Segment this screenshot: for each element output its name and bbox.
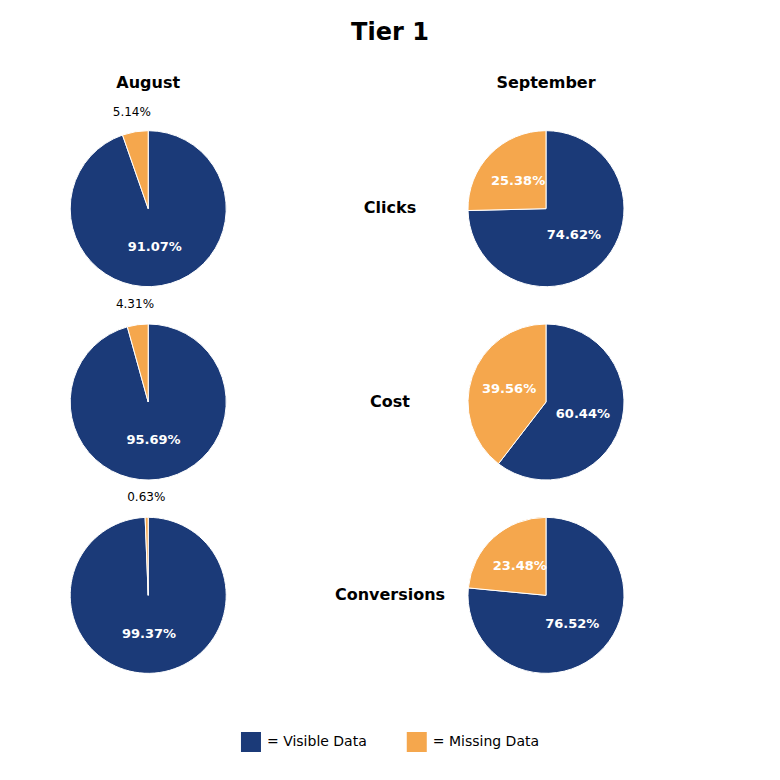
legend: = Visible Data = Missing Data (241, 732, 539, 752)
row-label: Clicks (364, 198, 416, 217)
data-label: 60.44% (556, 406, 610, 421)
chart-container: Tier 1 August September Clicks 91.07% 5.14% 74… (0, 0, 780, 780)
column-header: September (496, 73, 595, 92)
pie-slice (70, 324, 226, 480)
data-label: 5.14% (113, 105, 151, 119)
chart-svg: Tier 1 August September Clicks 91.07% 5.14% 74… (0, 0, 780, 780)
data-label: 74.62% (547, 227, 601, 242)
data-label: 76.52% (545, 616, 599, 631)
legend-swatch (407, 732, 427, 752)
pie-slice (70, 517, 226, 673)
pie-slice (145, 517, 148, 595)
legend-swatch (241, 732, 261, 752)
pie-slice (127, 324, 148, 402)
data-label: 39.56% (482, 381, 536, 396)
row-label: Cost (370, 392, 410, 411)
data-label: 23.48% (493, 558, 547, 573)
row-label: Conversions (335, 585, 445, 604)
pie: 76.52% 23.48% (468, 517, 624, 673)
data-label: 99.37% (122, 626, 176, 641)
pie: 95.69% 4.31% (70, 297, 226, 480)
data-label: 91.07% (128, 239, 182, 254)
pie-slice (468, 517, 624, 673)
data-label: 4.31% (116, 297, 154, 311)
data-label: 0.63% (127, 490, 165, 504)
column-header: August (116, 73, 180, 92)
data-label: 95.69% (126, 432, 180, 447)
data-label: 25.38% (491, 173, 545, 188)
legend-label: = Visible Data (267, 733, 367, 749)
pie-slice (468, 517, 546, 595)
pie-slice (123, 131, 149, 209)
legend-label: = Missing Data (433, 733, 539, 749)
pie: 91.07% 5.14% (70, 105, 226, 287)
legend-item: = Visible Data (241, 732, 367, 752)
pie: 74.62% 25.38% (468, 131, 624, 287)
pie-slice (70, 131, 226, 287)
pie-slice (468, 324, 546, 464)
pie: 60.44% 39.56% (468, 324, 624, 480)
pie-slice (468, 131, 546, 211)
legend-item: = Missing Data (407, 732, 539, 752)
title: Tier 1 (351, 18, 429, 46)
pie-slice (468, 131, 624, 287)
pie: 99.37% 0.63% (70, 490, 226, 673)
